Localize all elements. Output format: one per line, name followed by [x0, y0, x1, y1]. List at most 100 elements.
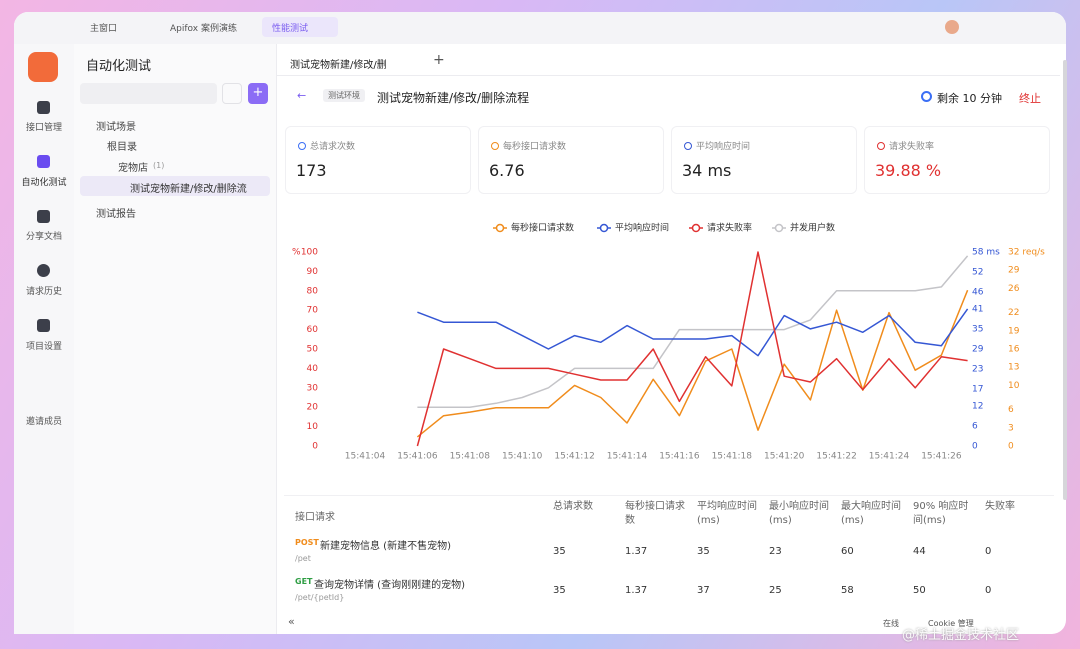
y-tick-label: 32 req/s [1008, 248, 1045, 258]
table-cell: 0 [985, 546, 992, 557]
tab[interactable]: 主窗口 [90, 24, 118, 34]
x-tick-label: 15:41:24 [869, 452, 910, 462]
table-cell: 35 [697, 546, 710, 557]
legend-swatch [495, 223, 505, 233]
tree-item[interactable]: 根目录 [107, 142, 137, 153]
legend-label: 每秒接口请求数 [511, 222, 574, 234]
nav-icon [37, 264, 50, 277]
search-box[interactable] [80, 83, 217, 104]
table-header: 平均响应时间(ms) [697, 501, 757, 526]
x-tick-label: 15:41:20 [764, 452, 805, 462]
x-tick-label: 15:41:10 [502, 452, 543, 462]
new-tab[interactable]: + [433, 52, 445, 68]
y-tick-label: 30 [307, 383, 319, 393]
add-button[interactable]: + [248, 83, 268, 104]
x-tick-label: 15:41:04 [345, 452, 386, 462]
content-tab[interactable]: 测试宠物新建/修改/删 [290, 60, 387, 71]
stat-card: 每秒接口请求数 6.76 [478, 126, 664, 194]
y-tick-label: 29 [1008, 266, 1020, 276]
table-cell: 58 [841, 585, 854, 596]
endpoint-path: /pet/{petId} [295, 593, 345, 602]
nav-item[interactable]: 请求历史 [25, 287, 62, 297]
table-cell: 25 [769, 585, 782, 596]
footer-item[interactable]: 在线 [883, 619, 899, 628]
tree-item[interactable]: 测试场景 [96, 122, 136, 133]
stat-label: 请求失败率 [889, 142, 935, 152]
divider [284, 495, 1054, 496]
remaining: 剩余 10 分钟 [937, 92, 1002, 105]
tree-item[interactable]: 宠物店 [118, 163, 148, 174]
legend-label: 平均响应时间 [615, 222, 669, 234]
x-tick-label: 15:41:06 [397, 452, 438, 462]
footer-item[interactable]: Cookie 管理 [928, 619, 974, 628]
y-tick-label: 10 [307, 422, 319, 432]
nav-item[interactable]: 项目设置 [25, 342, 62, 352]
y-tick-label: 41 [972, 304, 983, 314]
nav-item[interactable]: 分享文档 [25, 232, 62, 242]
y-tick-label: 23 [972, 365, 983, 375]
avatar[interactable] [945, 20, 959, 34]
stat-value: 39.88 % [875, 161, 942, 180]
x-tick-label: 15:41:12 [554, 452, 594, 462]
x-tick-label: 15:41:08 [450, 452, 491, 462]
nav-icon [37, 101, 50, 114]
legend-label: 请求失败率 [707, 222, 752, 234]
table-header: 90% 响应时间(ms) [913, 501, 969, 526]
table-cell: 37 [697, 585, 710, 596]
tree-item[interactable]: 测试报告 [96, 209, 136, 220]
y-tick-label: 0 [1008, 442, 1014, 452]
y-tick-label: 3 [1008, 423, 1014, 433]
y-tick-label: 46 [972, 288, 984, 298]
legend-swatch [691, 223, 701, 233]
y-tick-label: 16 [1008, 345, 1020, 355]
x-tick-label: 15:41:26 [921, 452, 962, 462]
table-cell: 50 [913, 585, 926, 596]
y-tick-label: 35 [972, 324, 983, 334]
nav-item[interactable]: 自动化测试 [21, 178, 67, 188]
tab-bar [14, 12, 1066, 44]
filter-button[interactable] [222, 83, 242, 104]
stat-value: 6.76 [489, 161, 525, 180]
tab[interactable]: Apifox 案例演练 [170, 24, 237, 34]
x-tick-label: 15:41:16 [659, 452, 700, 462]
panel-title: 自动化测试 [86, 59, 152, 74]
collapse-button[interactable]: « [288, 615, 295, 628]
legend-swatch [599, 223, 609, 233]
table-header: 失败率 [985, 501, 1015, 512]
scrollbar[interactable] [1063, 60, 1067, 500]
table-cell: 35 [553, 585, 566, 596]
y-tick-label: 29 [972, 345, 984, 355]
stat-label: 总请求次数 [310, 142, 356, 152]
back-button[interactable]: ← [297, 89, 307, 102]
tree-count: (1) [153, 161, 165, 170]
stat-card: 平均响应时间 34 ms [671, 126, 857, 194]
endpoint-name[interactable]: 新建宠物信息 (新建不售宠物) [320, 541, 451, 552]
endpoint-name[interactable]: 查询宠物详情 (查询刚刚建的宠物) [314, 580, 465, 591]
table-cell: 1.37 [625, 546, 648, 557]
nav-icon [37, 210, 50, 223]
series-line [417, 308, 969, 357]
y-tick-label: 20 [307, 403, 319, 413]
y-tick-label: 40 [307, 364, 319, 374]
x-tick-label: 15:41:18 [712, 452, 753, 462]
nav-icon [37, 155, 50, 168]
method: POST [295, 538, 319, 547]
table-cell: 44 [913, 546, 926, 557]
tab[interactable]: 性能测试 [272, 24, 309, 34]
nav-item[interactable]: 邀请成员 [25, 417, 62, 427]
legend-label: 并发用户数 [790, 222, 835, 234]
y-tick-label: 12 [972, 401, 983, 411]
y-tick-label: 70 [307, 306, 319, 316]
series-line [416, 251, 968, 447]
tree-item[interactable]: 测试宠物新建/修改/删除流 [130, 184, 247, 195]
y-tick-label: 90 [307, 267, 319, 277]
endpoint-path: /pet [295, 554, 311, 563]
stop-button[interactable]: 终止 [1019, 92, 1041, 105]
y-tick-label: 22 [1008, 308, 1019, 318]
nav-item[interactable]: 接口管理 [25, 123, 62, 133]
status-icon [921, 91, 932, 102]
table-cell: 1.37 [625, 585, 648, 596]
y-tick-label: 60 [307, 325, 319, 335]
y-tick-label: 19 [1008, 326, 1020, 336]
